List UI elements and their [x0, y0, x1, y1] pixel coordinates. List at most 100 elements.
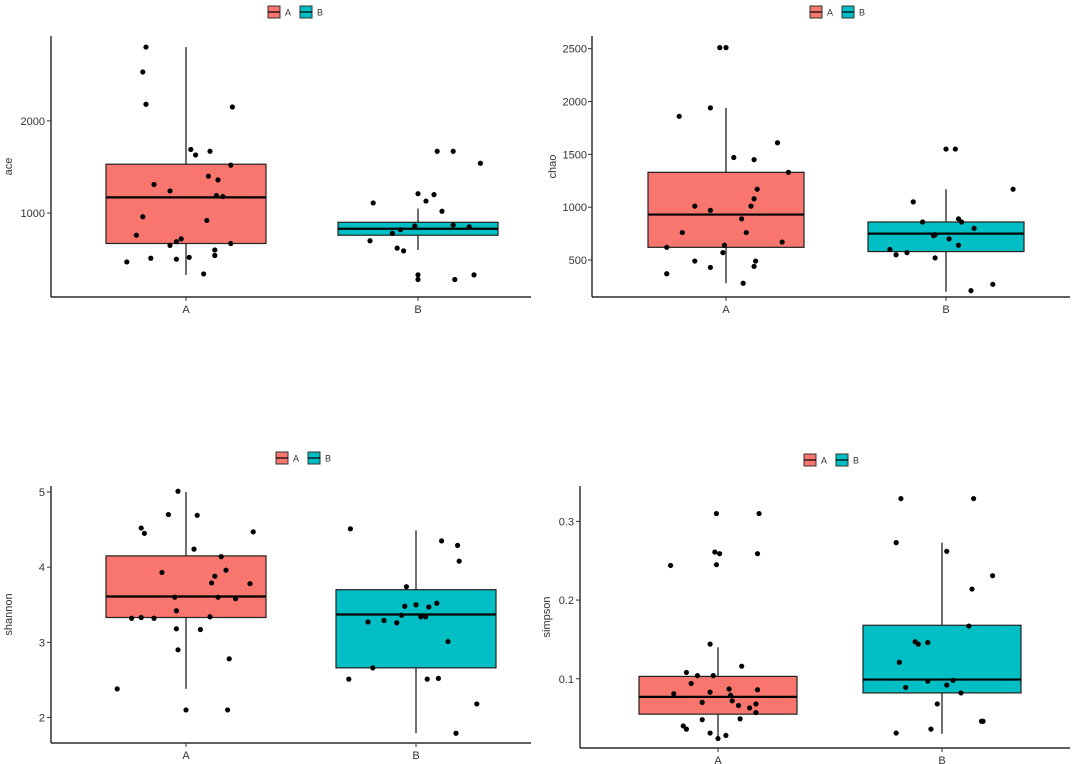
box-B: [335, 530, 497, 734]
y-axis-title: chao: [547, 155, 559, 179]
data-point: [748, 203, 754, 209]
data-point: [743, 229, 749, 236]
legend-label-B: B: [853, 456, 859, 466]
y-axis-title: simpson: [541, 597, 553, 638]
legend-key-A: [809, 5, 823, 19]
data-point: [893, 540, 899, 546]
data-point: [946, 236, 952, 242]
box-body: [638, 675, 798, 715]
data-point: [896, 659, 902, 665]
data-point: [753, 709, 759, 716]
data-point: [403, 584, 409, 590]
data-point: [435, 675, 441, 681]
data-point: [779, 239, 785, 245]
legend-key-B: [835, 453, 849, 467]
data-point: [423, 198, 429, 204]
x-tick-label-A: A: [722, 304, 730, 316]
data-point: [990, 281, 996, 287]
data-point: [694, 673, 701, 679]
data-point: [955, 242, 962, 248]
data-point: [193, 152, 199, 158]
data-point: [950, 677, 956, 683]
x-tick-label-A: A: [182, 304, 190, 316]
data-point: [925, 639, 931, 646]
data-point: [424, 676, 430, 682]
data-point: [381, 617, 387, 624]
data-point: [455, 542, 461, 548]
data-point: [676, 113, 682, 119]
legend-key-A: [803, 453, 817, 467]
data-point: [707, 689, 713, 695]
data-point: [226, 656, 232, 662]
y-tick-label: 2: [39, 712, 45, 724]
legend-key-A: [267, 5, 281, 19]
data-point: [920, 219, 926, 225]
data-point: [205, 173, 211, 179]
y-tick-label: 2000: [563, 97, 587, 109]
data-point: [710, 673, 716, 679]
x-tick-label-B: B: [938, 755, 945, 764]
data-point: [151, 615, 157, 621]
data-point: [754, 687, 761, 693]
data-point: [151, 181, 157, 188]
data-point: [692, 258, 698, 264]
y-axis-title: ace: [3, 158, 15, 176]
data-point: [413, 602, 419, 608]
data-point: [431, 192, 437, 198]
data-point: [370, 665, 376, 671]
data-point: [213, 192, 219, 199]
data-point: [966, 623, 972, 629]
y-tick-label: 2500: [563, 44, 587, 56]
data-point: [707, 105, 714, 111]
data-point: [167, 242, 173, 248]
data-point: [439, 208, 445, 214]
data-point: [173, 626, 179, 632]
data-point: [233, 596, 239, 602]
data-point: [735, 702, 742, 709]
data-point: [148, 255, 154, 261]
data-point: [707, 730, 713, 736]
data-point: [415, 276, 421, 283]
data-point: [740, 280, 746, 286]
data-point: [346, 676, 352, 682]
box-A: [105, 47, 267, 275]
y-axis-title: shannon: [3, 593, 15, 635]
data-point: [989, 573, 996, 579]
data-point: [445, 638, 451, 645]
data-point: [958, 690, 964, 696]
data-point: [898, 495, 904, 502]
data-point: [707, 207, 714, 213]
data-point: [971, 225, 977, 231]
data-point: [910, 199, 916, 205]
data-point: [143, 44, 149, 50]
data-point: [683, 669, 690, 676]
data-point: [188, 146, 194, 153]
data-point: [215, 594, 221, 600]
data-point: [715, 735, 721, 742]
box-body: [335, 589, 497, 669]
data-point: [247, 581, 253, 587]
data-point: [389, 230, 395, 236]
data-point: [887, 246, 893, 253]
x-tick-label-A: A: [714, 755, 722, 764]
box-body: [867, 221, 1025, 253]
points: [664, 45, 1016, 294]
data-point: [721, 242, 728, 248]
data-point: [250, 529, 256, 535]
data-point: [932, 255, 938, 261]
data-point: [930, 233, 937, 239]
data-point: [756, 510, 762, 517]
y-tick-label: 1000: [563, 202, 587, 214]
data-point: [418, 614, 424, 620]
data-point: [904, 250, 910, 256]
data-point: [928, 726, 934, 732]
data-point: [717, 45, 723, 51]
data-point: [959, 219, 965, 225]
y-tick-label: 4: [39, 562, 45, 574]
data-point: [720, 250, 726, 256]
